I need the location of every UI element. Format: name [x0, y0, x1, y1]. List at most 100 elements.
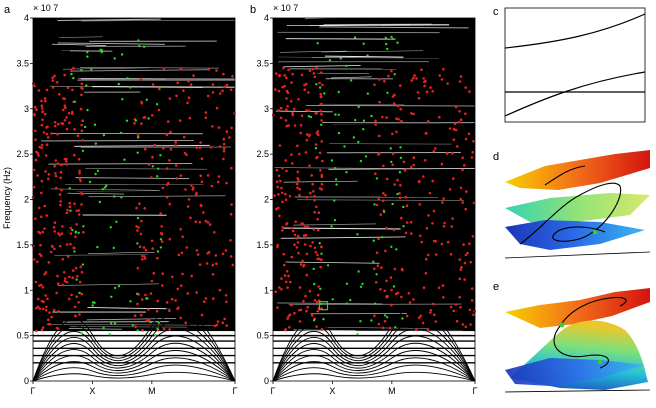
red-marker [225, 181, 228, 185]
red-marker [463, 261, 467, 265]
red-marker [137, 226, 140, 229]
red-marker [142, 246, 146, 249]
band-line [318, 26, 469, 29]
red-marker [68, 297, 71, 301]
red-marker [176, 81, 179, 85]
red-marker [76, 274, 79, 278]
red-marker [463, 278, 466, 281]
red-marker [225, 324, 228, 327]
red-marker [320, 140, 324, 143]
green-marker [93, 123, 97, 126]
green-marker [113, 57, 116, 60]
red-marker [140, 219, 143, 223]
red-marker [402, 160, 406, 164]
red-marker [281, 191, 284, 195]
red-marker [305, 252, 309, 256]
green-marker [354, 118, 357, 122]
red-marker [315, 205, 318, 209]
green-marker [356, 332, 359, 336]
red-marker [393, 93, 396, 97]
red-marker [218, 288, 222, 292]
red-marker [206, 174, 210, 177]
red-marker [306, 225, 310, 229]
green-marker [159, 238, 163, 241]
red-marker [382, 164, 385, 168]
green-marker [136, 216, 140, 220]
red-marker [43, 204, 47, 208]
red-marker [140, 298, 144, 301]
red-marker [373, 83, 376, 87]
red-marker [296, 241, 300, 244]
red-marker [61, 283, 65, 287]
red-marker [472, 313, 475, 317]
red-marker [280, 186, 283, 190]
red-marker [41, 110, 44, 113]
panel-c-label: c [493, 6, 499, 18]
red-marker [383, 289, 387, 293]
red-marker [58, 193, 62, 196]
red-marker [213, 231, 216, 234]
panel-e-label: e [493, 281, 499, 293]
red-marker [457, 120, 461, 124]
red-marker [47, 173, 51, 176]
red-marker [275, 168, 279, 172]
green-marker [136, 242, 139, 245]
red-marker [37, 154, 40, 157]
red-marker [64, 160, 68, 163]
red-marker [33, 84, 36, 88]
red-marker [157, 108, 161, 112]
band-line [309, 24, 441, 26]
red-marker [177, 253, 181, 257]
red-marker [292, 229, 295, 233]
green-marker [75, 278, 78, 281]
band-line [282, 227, 401, 230]
red-marker [80, 191, 83, 195]
red-marker [138, 245, 142, 248]
red-marker [306, 305, 310, 309]
red-marker [319, 168, 322, 172]
red-marker [34, 138, 37, 141]
red-marker [291, 72, 294, 76]
red-marker [284, 280, 288, 284]
red-marker [160, 231, 163, 235]
red-marker [151, 83, 155, 86]
red-marker [304, 294, 307, 298]
red-marker [307, 109, 311, 113]
band-line [283, 180, 358, 183]
green-marker [381, 236, 384, 239]
red-marker [58, 93, 61, 96]
band-line [317, 72, 370, 75]
green-marker [83, 125, 87, 129]
green-marker [73, 100, 77, 104]
green-marker [309, 115, 313, 119]
red-marker [390, 303, 393, 307]
red-marker [425, 90, 429, 94]
band-line [87, 307, 170, 310]
red-marker [206, 252, 209, 255]
red-marker [381, 115, 384, 119]
red-marker [286, 317, 289, 320]
red-marker [218, 145, 222, 148]
band-line [277, 302, 383, 305]
green-marker [114, 286, 117, 290]
green-marker [349, 79, 353, 82]
red-marker [285, 76, 288, 80]
green-marker [137, 136, 140, 139]
red-marker [424, 257, 428, 261]
red-marker [55, 291, 58, 295]
red-marker [450, 225, 454, 228]
red-marker [312, 190, 315, 193]
red-marker [222, 147, 226, 150]
red-marker [155, 309, 159, 313]
red-marker [136, 266, 140, 270]
red-marker [179, 316, 182, 320]
red-marker [412, 156, 416, 159]
red-marker [169, 130, 172, 134]
band-line [92, 86, 236, 88]
red-marker [410, 112, 413, 115]
red-marker [290, 303, 293, 307]
red-marker [459, 75, 463, 78]
red-marker [43, 112, 47, 116]
green-marker [320, 252, 323, 255]
red-marker [47, 261, 51, 264]
